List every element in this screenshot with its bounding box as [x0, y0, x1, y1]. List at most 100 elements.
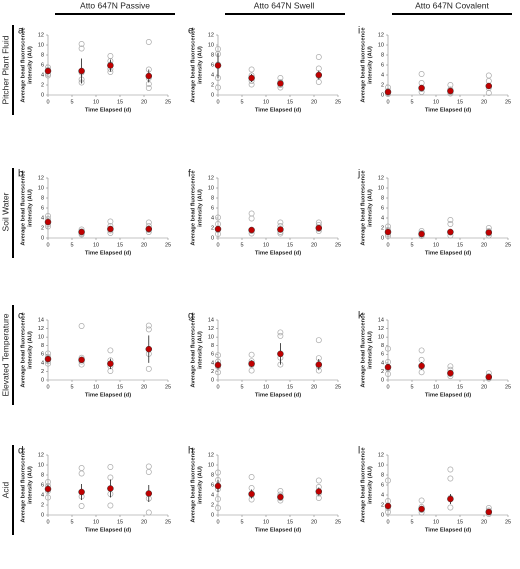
replicate-point — [145, 85, 152, 91]
x-tick-label: 5 — [240, 242, 243, 248]
y-tick-label: 6 — [211, 352, 214, 358]
y-tick-label: 10 — [378, 185, 384, 191]
panel-letter: k — [358, 311, 364, 322]
y-tick-label: 6 — [381, 62, 384, 68]
x-tick-label: 15 — [117, 519, 123, 525]
x-tick-label: 15 — [287, 99, 293, 105]
y-tick-label: 2 — [381, 369, 384, 375]
y-axis-title: Average bead fluorescence — [21, 447, 27, 523]
column-title: Atto 647N Passive — [80, 0, 150, 10]
replicate-point — [277, 219, 284, 226]
y-tick-label: 2 — [211, 369, 214, 375]
x-tick-label: 20 — [481, 519, 487, 525]
y-axis-title: Average bead fluorescence — [361, 312, 367, 388]
y-tick-label: 4 — [211, 492, 214, 498]
x-tick-label: 15 — [457, 242, 463, 248]
mean-point — [447, 495, 454, 503]
mean-point — [248, 226, 255, 234]
replicate-point — [447, 217, 454, 223]
replicate-point — [447, 504, 454, 511]
x-tick-label: 20 — [141, 384, 147, 390]
x-tick-label: 5 — [410, 99, 413, 105]
y-axis-title: intensity (AU) — [198, 46, 204, 84]
y-tick-label: 8 — [41, 52, 44, 58]
x-tick-label: 0 — [216, 519, 219, 525]
y-tick-label: 14 — [38, 317, 44, 323]
x-tick-label: 10 — [263, 99, 269, 105]
y-axis-title: Average bead fluorescence — [361, 170, 367, 246]
mean-point — [145, 225, 153, 233]
panel-letter: e — [188, 26, 194, 37]
x-tick-label: 15 — [457, 384, 463, 390]
y-tick-label: 12 — [208, 326, 214, 332]
mean-point — [485, 82, 493, 90]
y-tick-label: 6 — [41, 482, 44, 488]
x-tick-label: 25 — [165, 384, 171, 390]
y-axis-title: Average bead fluorescence — [21, 27, 27, 103]
y-axis-title: intensity (AU) — [198, 466, 204, 504]
mean-point — [315, 488, 323, 495]
mean-point — [214, 62, 222, 69]
y-tick-label: 4 — [381, 492, 384, 498]
x-tick-label: 5 — [410, 384, 413, 390]
mean-point — [384, 228, 392, 236]
y-tick-label: 12 — [38, 452, 44, 458]
y-tick-label: 12 — [38, 175, 44, 181]
panel-letter: i — [358, 26, 360, 37]
replicate-point — [107, 347, 114, 354]
y-tick-label: 2 — [41, 225, 44, 231]
y-tick-label: 8 — [211, 343, 214, 349]
y-tick-label: 12 — [38, 32, 44, 38]
y-axis-title: intensity (AU) — [28, 46, 34, 84]
mean-point — [485, 229, 493, 236]
x-tick-label: 5 — [410, 519, 413, 525]
x-tick-label: 5 — [70, 99, 73, 105]
replicate-point — [45, 479, 51, 485]
x-axis-title: Time Elapsed (d) — [255, 108, 301, 114]
replicate-point — [385, 371, 391, 377]
y-tick-label: 0 — [41, 235, 44, 241]
x-tick-label: 20 — [311, 242, 317, 248]
replicate-point — [447, 466, 454, 473]
replicate-point — [418, 497, 425, 504]
x-tick-label: 0 — [216, 384, 219, 390]
y-axis-title: intensity (AU) — [368, 466, 374, 504]
mean-point — [384, 502, 392, 510]
y-tick-label: 4 — [211, 360, 214, 366]
x-tick-label: 10 — [433, 384, 439, 390]
y-tick-label: 10 — [208, 185, 214, 191]
replicate-point — [145, 219, 152, 226]
replicate-point — [215, 496, 221, 502]
x-axis-title: Time Elapsed (d) — [425, 528, 471, 534]
x-tick-label: 25 — [505, 384, 511, 390]
mean-point — [418, 230, 425, 238]
replicate-point — [78, 323, 85, 329]
y-tick-label: 6 — [381, 352, 384, 358]
y-tick-label: 4 — [381, 360, 384, 366]
mean-point — [44, 355, 52, 363]
y-tick-label: 10 — [208, 462, 214, 468]
x-tick-label: 5 — [240, 99, 243, 105]
panel-letter: c — [18, 311, 23, 322]
replicate-point — [315, 337, 322, 344]
mean-point — [447, 87, 454, 95]
y-tick-label: 12 — [378, 175, 384, 181]
x-axis-title: Time Elapsed (d) — [425, 251, 471, 257]
x-axis-title: Time Elapsed (d) — [85, 393, 131, 399]
y-tick-label: 12 — [378, 32, 384, 38]
replicate-point — [145, 509, 152, 516]
x-tick-label: 20 — [481, 384, 487, 390]
mean-point — [214, 361, 222, 369]
mean-point — [277, 226, 284, 233]
replicate-point — [315, 54, 322, 60]
y-tick-label: 8 — [41, 343, 44, 349]
y-tick-label: 6 — [211, 62, 214, 68]
y-tick-label: 10 — [38, 462, 44, 468]
x-tick-label: 15 — [117, 384, 123, 390]
y-axis-title: Average bead fluorescence — [361, 27, 367, 103]
replicate-point — [447, 221, 454, 227]
y-tick-label: 0 — [381, 512, 384, 518]
x-tick-label: 20 — [311, 384, 317, 390]
y-tick-label: 10 — [208, 335, 214, 341]
y-tick-label: 0 — [41, 512, 44, 518]
